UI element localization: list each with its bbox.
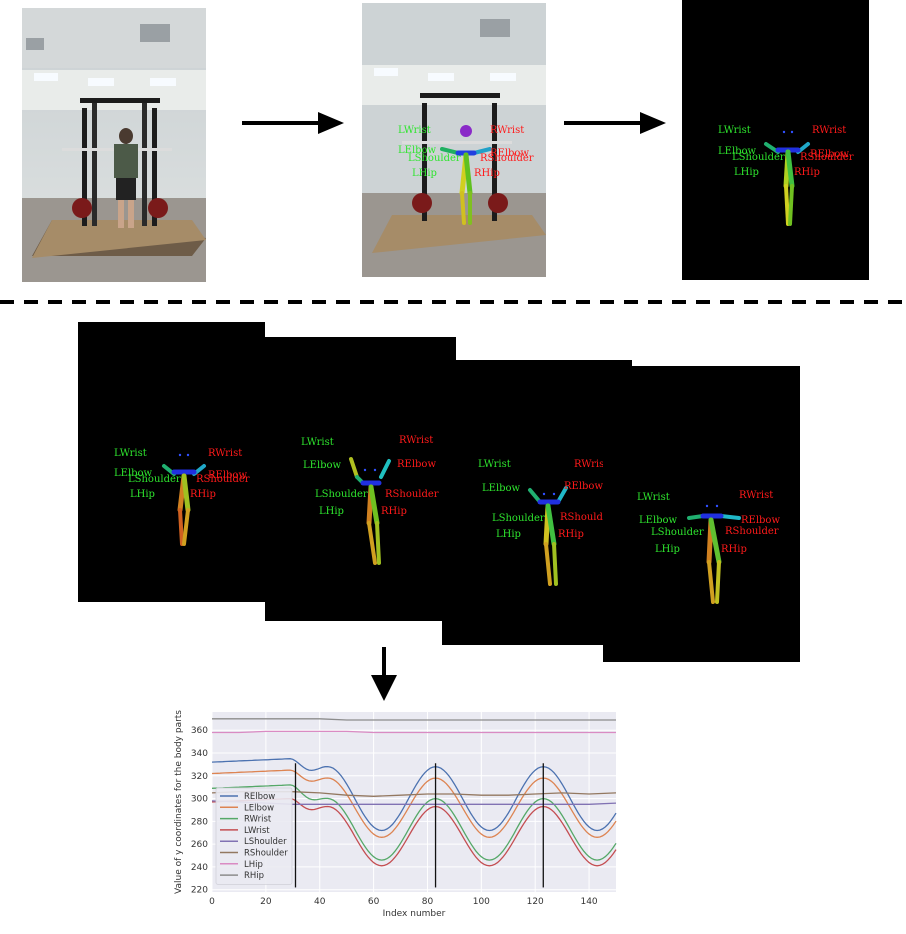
y-axis-label: Value of y coordinates for the body part… <box>174 710 184 894</box>
x-tick-label: 80 <box>422 897 434 907</box>
keypoint-label-lhip: LHip <box>655 544 680 555</box>
keypoint-label-relbow: RElbow <box>208 470 248 481</box>
legend-entry: RHip <box>244 871 264 881</box>
keypoint-label-lelbow: LElbow <box>639 515 678 526</box>
keypoint-label-rwrist: RWrist <box>812 125 847 136</box>
skeleton-frame: LWrist RWrist LElbow RElbow LShoulder RS… <box>682 0 869 280</box>
keypoint-label-rwrist: RWrist <box>208 448 243 459</box>
series-line-lelbow <box>211 769 617 838</box>
gym-photo <box>22 8 206 282</box>
keypoint-label-lshoulder: LShoulder <box>651 527 704 538</box>
keypoint-label-relbow: RElbow <box>490 148 530 159</box>
keypoint-label-rshoulder: RShoulder <box>800 152 854 163</box>
legend-box <box>215 787 293 885</box>
keypoint-label-lwrist: LWrist <box>114 448 147 459</box>
keypoint-label-rhip: RHip <box>794 167 820 178</box>
keypoint-label-rhip: RHip <box>381 506 407 517</box>
keypoint-label-lelbow: LElbow <box>718 146 757 157</box>
keypoint-label-relbow: RElbow <box>810 149 850 160</box>
y-tick-label: 260 <box>191 840 208 850</box>
x-tick-label: 100 <box>473 897 490 907</box>
keypoint-label-lhip: LHip <box>319 506 344 517</box>
y-tick-label: 340 <box>191 749 208 759</box>
series-line-rwrist <box>211 784 617 861</box>
keypoint-label-lelbow: LElbow <box>398 145 437 156</box>
x-tick-label: 140 <box>580 897 597 907</box>
keypoint-label-lelbow: LElbow <box>482 483 521 494</box>
x-tick-label: 40 <box>314 897 326 907</box>
x-tick-label: 0 <box>209 897 215 907</box>
keypoint-label-lwrist: LWrist <box>478 459 511 470</box>
series-line-lhip <box>212 730 616 734</box>
keypoint-label-relbow: RElbow <box>741 515 781 526</box>
skeleton-frame: LWrist RWrist LElbow RElbow LShoulder RS… <box>442 360 632 645</box>
legend-entry: LWrist <box>244 826 270 836</box>
keypoint-label-lwrist: LWrist <box>301 437 334 448</box>
keypoint-label-lhip: LHip <box>130 489 155 500</box>
arrow-right-icon <box>562 110 668 136</box>
y-tick-label: 240 <box>191 863 208 873</box>
arrow-down-icon <box>368 645 400 703</box>
y-tick-label: 360 <box>191 726 208 736</box>
keypoint-label-rhip: RHip <box>190 489 216 500</box>
keypoint-label-lshoulder: LShoulder <box>492 513 545 524</box>
skeleton-frame: LWrist RWrist LElbow RElbow LShoulder RS… <box>78 322 265 602</box>
keypoint-label-lhip: LHip <box>412 168 437 179</box>
keypoint-label-rshoulder: RShoulder <box>560 512 614 523</box>
keypoint-label-lhip: LHip <box>734 167 759 178</box>
keypoint-label-lshoulder: LShoulder <box>128 474 181 485</box>
keypoint-label-rshoulder: RShoulder <box>480 153 534 164</box>
x-tick-label: 20 <box>260 897 272 907</box>
y-coordinate-line-chart: 0 20 40 60 80 100 120 140 220 240 260 280 300 320 340 3… <box>172 708 624 930</box>
legend-entry: LElbow <box>244 803 274 813</box>
keypoint-label-lshoulder: LShoulder <box>315 489 368 500</box>
arrow-right-icon <box>240 110 346 136</box>
keypoint-label-lshoulder: LShoulder <box>408 153 461 164</box>
keypoint-label-lelbow: LElbow <box>303 460 342 471</box>
keypoint-label-rwrist: RWrist <box>399 435 434 446</box>
legend-entry: LShoulder <box>244 837 287 847</box>
keypoint-label-lshoulder: LShoulder <box>732 152 785 163</box>
keypoint-label-rwrist: RWrist <box>574 459 609 470</box>
x-axis-label: Index number <box>383 909 446 919</box>
y-tick-label: 320 <box>191 772 208 782</box>
gym-photo-with-skeleton: LWrist RWrist LElbow RElbow LShoulder RS… <box>362 3 546 277</box>
keypoint-label-relbow: RElbow <box>397 459 437 470</box>
keypoint-label-rwrist: RWrist <box>490 125 525 136</box>
keypoint-label-rhip: RHip <box>474 168 500 179</box>
keypoint-label-rwrist: RWrist <box>739 490 774 501</box>
keypoint-label-lwrist: LWrist <box>398 125 431 136</box>
skeleton-figure <box>764 130 810 226</box>
skeleton-overlay <box>440 125 492 225</box>
y-tick-label: 280 <box>191 817 208 827</box>
skeleton-frame: LWrist RWrist LElbow RElbow LShoulder RS… <box>603 366 800 662</box>
skeleton-frame: LWrist RWrist LElbow RElbow LShoulder RS… <box>265 337 456 621</box>
keypoint-label-lwrist: LWrist <box>718 125 751 136</box>
keypoint-label-rhip: RHip <box>721 544 747 555</box>
x-tick-label: 60 <box>368 897 380 907</box>
legend-entry: RWrist <box>244 815 272 825</box>
keypoint-label-rhip: RHip <box>558 529 584 540</box>
keypoint-label-rshoulder: RShoulder <box>725 526 779 537</box>
y-tick-label: 300 <box>191 795 208 805</box>
keypoint-label-rshoulder: RShoulder <box>196 474 250 485</box>
series-line-rhip <box>212 718 616 721</box>
keypoint-label-lelbow: LElbow <box>114 468 153 479</box>
series-line-relbow <box>211 758 617 832</box>
legend-entry: RShoulder <box>244 849 288 859</box>
keypoint-label-lwrist: LWrist <box>637 492 670 503</box>
y-tick-label: 220 <box>191 886 208 896</box>
legend-entry: RElbow <box>244 792 275 802</box>
keypoint-label-rshoulder: RShoulder <box>385 489 439 500</box>
keypoint-label-relbow: RElbow <box>564 481 604 492</box>
x-tick-label: 120 <box>527 897 544 907</box>
keypoint-label-lhip: LHip <box>496 529 521 540</box>
legend-entry: LHip <box>244 860 263 870</box>
dashed-divider <box>0 298 906 306</box>
